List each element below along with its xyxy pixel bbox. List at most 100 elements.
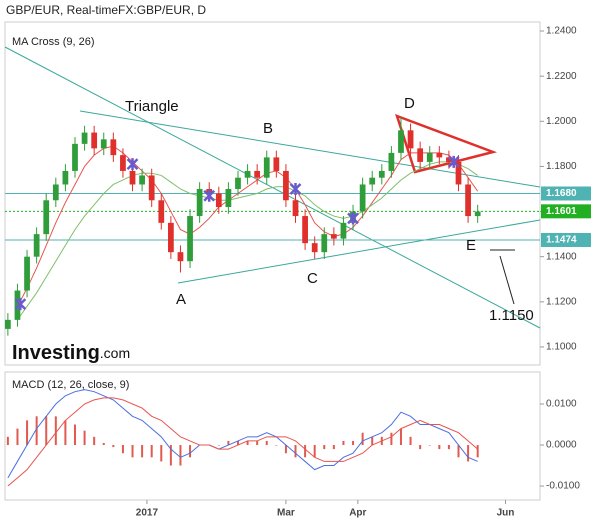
macd-histogram-bar <box>236 440 239 446</box>
candle-body <box>167 222 174 253</box>
macd-histogram-bar <box>409 436 412 446</box>
candle-body <box>43 200 50 235</box>
annotation: C <box>307 270 318 287</box>
candle-body <box>33 234 40 257</box>
macd-histogram-bar <box>217 445 220 446</box>
candle-body <box>378 170 385 178</box>
candle-body <box>407 130 414 149</box>
candle-body <box>254 170 261 178</box>
macd-histogram-bar <box>265 440 268 446</box>
macd-histogram-bar <box>428 445 431 446</box>
macd-histogram-bar <box>169 445 172 466</box>
candle-body <box>359 184 366 212</box>
annotation: D <box>404 95 415 112</box>
y-tick-label: 1.2000 <box>546 116 577 127</box>
x-tick-label: Apr <box>349 508 366 519</box>
candle-body <box>292 200 299 217</box>
y-tick-label: 1.1400 <box>546 251 577 262</box>
macd-histogram-bar <box>371 436 374 446</box>
macd-label: MACD (12, 26, close, 9) <box>12 379 129 391</box>
candle-body <box>244 170 251 178</box>
price-level-label: 1.1601 <box>546 206 577 217</box>
macd-histogram-bar <box>35 416 38 446</box>
ma-cross-marker <box>126 158 139 171</box>
candle-body <box>455 161 462 185</box>
macd-histogram-bar <box>16 428 19 446</box>
macd-histogram-bar <box>179 445 182 466</box>
candle-body <box>158 200 165 223</box>
macd-histogram-bar <box>93 436 96 446</box>
macd-histogram-bar <box>102 442 105 446</box>
macd-histogram-bar <box>419 445 422 450</box>
macd-histogram-bar <box>390 432 393 446</box>
candle-body <box>72 143 78 171</box>
candle-body <box>465 184 471 217</box>
annotation: 1.1150 <box>489 307 534 324</box>
y-tick-label: 1.1200 <box>546 296 577 307</box>
macd-histogram-bar <box>313 445 316 458</box>
macd-histogram-bar <box>467 445 470 462</box>
ma-cross-marker <box>447 155 460 168</box>
macd-histogram-bar <box>26 420 29 446</box>
candle-body <box>369 177 376 185</box>
macd-histogram-bar <box>438 445 441 450</box>
macd-histogram-bar <box>83 430 86 446</box>
y-tick-label: -0.0100 <box>546 481 580 492</box>
candle-body <box>273 157 280 171</box>
ma-cross-marker <box>14 298 27 311</box>
candle-body <box>110 139 117 156</box>
candle-body <box>91 132 98 149</box>
price-level-label: 1.1680 <box>546 188 577 199</box>
macd-histogram-bar <box>284 445 287 454</box>
y-tick-label: 1.2400 <box>546 26 577 37</box>
macd-histogram-bar <box>112 445 115 448</box>
y-tick-label: 1.2200 <box>546 71 577 82</box>
macd-histogram-bar <box>45 416 48 446</box>
candle-body <box>81 132 88 144</box>
annotation: Triangle <box>125 98 179 115</box>
candle-body <box>148 175 155 201</box>
candle-body <box>311 243 318 253</box>
trendline <box>79 110 541 188</box>
candle-body <box>62 170 69 185</box>
macd-histogram-bar <box>141 445 144 458</box>
candle-body <box>330 234 337 239</box>
candle-body <box>321 234 328 253</box>
candle-body <box>129 170 136 185</box>
candle-body <box>340 222 347 239</box>
macd-histogram-bar <box>342 440 345 446</box>
candle-body <box>263 157 270 178</box>
candle-body <box>100 139 107 149</box>
macd-histogram-bar <box>73 424 76 446</box>
macd-line <box>7 397 479 487</box>
candle-body <box>196 188 203 217</box>
logo: Investing.com <box>12 342 130 364</box>
logo-brand: Investing <box>12 342 100 364</box>
candle-body <box>139 175 145 185</box>
ma-cross-marker <box>203 189 216 202</box>
candle-body <box>388 152 395 171</box>
macd-histogram-bar <box>476 445 479 458</box>
ma-cross-marker <box>347 212 359 225</box>
candle-body <box>302 216 308 244</box>
candle-body <box>5 319 11 329</box>
logo-suffix: .com <box>100 345 130 361</box>
x-tick-label: Jun <box>497 508 515 519</box>
macd-histogram-bar <box>189 445 192 458</box>
macd-histogram-bar <box>457 445 460 458</box>
macd-histogram-bar <box>6 436 9 446</box>
candle-body <box>436 152 443 158</box>
ma-cross-marker <box>289 182 302 195</box>
y-tick-label: 0.0000 <box>546 440 577 451</box>
macd-histogram-bar <box>64 420 67 446</box>
macd-histogram-bar <box>131 445 134 458</box>
macd-histogram-bar <box>54 416 57 446</box>
price-level-box <box>541 186 591 201</box>
chart-title: GBP/EUR, Real-timeFX:GBP/EUR, D <box>6 3 206 17</box>
candle-body <box>426 152 433 162</box>
macd-histogram-bar <box>399 428 402 446</box>
macd-histogram-bar <box>227 440 230 446</box>
target-pointer <box>499 255 515 305</box>
price-level-box <box>541 204 591 219</box>
